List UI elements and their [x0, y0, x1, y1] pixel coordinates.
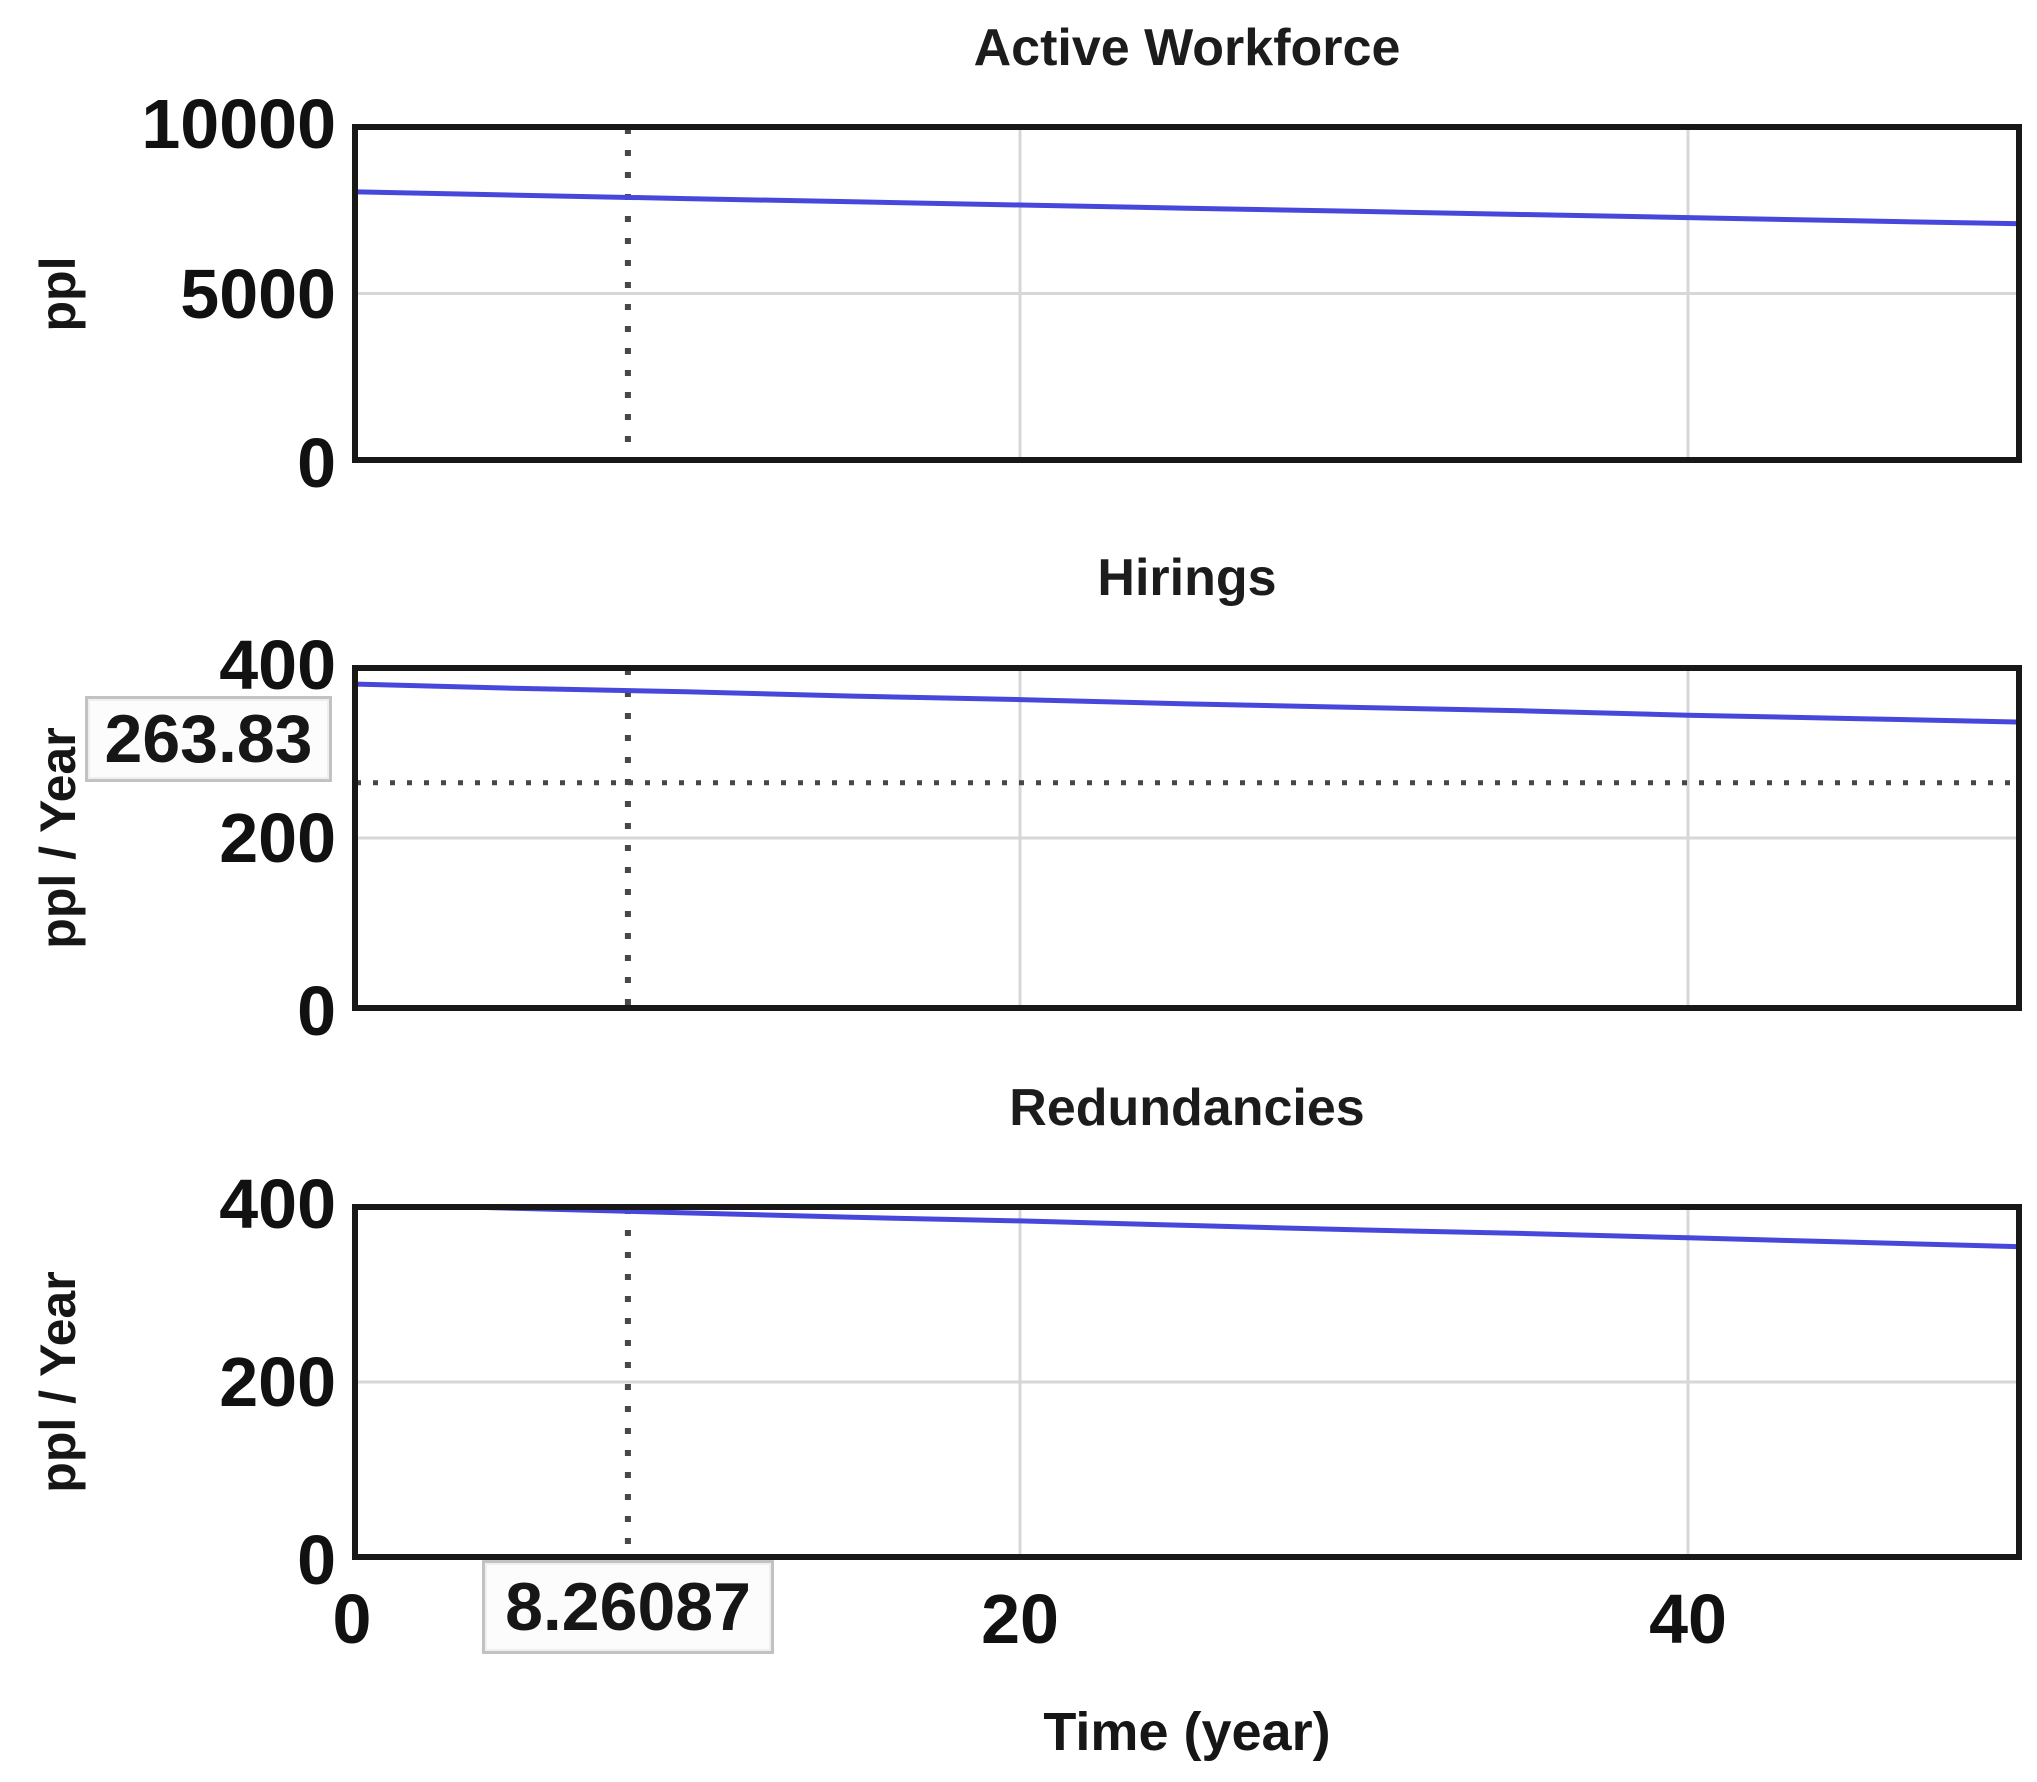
plot-area-redundancies[interactable] [352, 1204, 2022, 1560]
series-line [352, 1204, 2022, 1250]
x-tick-label: 0 [332, 1580, 372, 1658]
plot-frame [352, 124, 2022, 463]
chart-title-redundancies: Redundancies [1009, 1079, 1365, 1137]
y-tick-label: 10000 [141, 85, 336, 163]
crosshair-y-value: 263.83 [104, 701, 313, 777]
y-tick-label: 0 [297, 424, 336, 502]
plot-frame [352, 1204, 2022, 1560]
crosshair-x-value-box[interactable]: 8.26087 [482, 1560, 774, 1654]
chart-title-hirings: Hirings [1097, 549, 1277, 607]
y-tick-label: 0 [297, 1521, 336, 1599]
y-tick-label: 200 [219, 799, 336, 877]
y-tick-label: 400 [219, 1165, 336, 1243]
crosshair-x-value: 8.26087 [505, 1569, 751, 1645]
x-tick-label: 20 [981, 1580, 1059, 1658]
y-tick-label: 200 [219, 1343, 336, 1421]
y-tick-label: 5000 [180, 254, 336, 333]
chart-title-active-workforce: Active Workforce [973, 19, 1401, 77]
x-tick-label: 40 [1649, 1580, 1727, 1658]
plot-frame [352, 665, 2022, 1011]
series-line [352, 681, 2022, 725]
y-tick-label: 0 [297, 972, 336, 1050]
plot-area-active-workforce[interactable] [352, 124, 2022, 463]
x-axis-title: Time (year) [1043, 1702, 1331, 1762]
y-tick-label: 400 [219, 626, 336, 704]
plot-area-hirings[interactable] [352, 665, 2022, 1011]
series-line [352, 189, 2022, 227]
crosshair-y-value-box[interactable]: 263.83 [85, 696, 332, 782]
